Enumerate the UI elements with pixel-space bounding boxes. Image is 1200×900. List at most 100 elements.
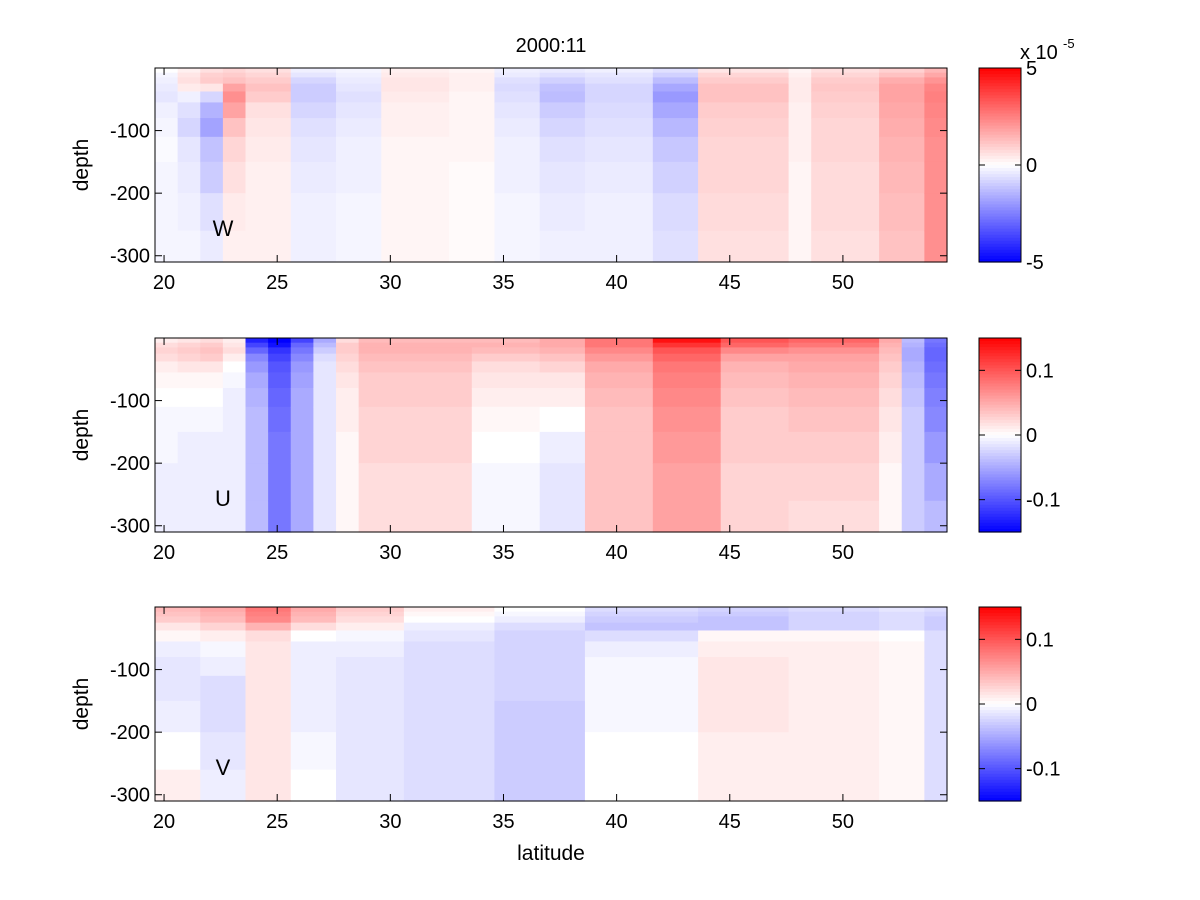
heatmap-cell [494, 622, 586, 632]
colorbar-segment [979, 649, 1021, 654]
colorbar-segment [979, 740, 1021, 745]
heatmap-cell [200, 611, 247, 617]
heatmap-cell [788, 118, 812, 138]
heatmap-cell [720, 353, 790, 363]
heatmap-cell [924, 463, 948, 502]
heatmap-cell [358, 372, 473, 389]
colorbar-segment [979, 350, 1021, 354]
heatmap-cell [924, 361, 948, 374]
heatmap-cell [449, 68, 496, 74]
colorbar: 0.1 0 -0.1 [978, 606, 1060, 802]
colorbar-segment [979, 165, 1021, 169]
heatmap-cell [901, 431, 925, 464]
colorbar-segment [979, 755, 1021, 760]
heatmap-cell [155, 338, 179, 344]
heatmap-cell [879, 616, 925, 624]
heatmap-cell [811, 230, 880, 263]
heatmap-cell [879, 342, 903, 348]
heatmap-cell [788, 361, 880, 374]
heatmap-cell [494, 83, 541, 93]
x-tick-label: 25 [266, 542, 288, 564]
heatmap-cell [336, 193, 382, 232]
heatmap-cell [584, 616, 699, 624]
colorbar-segment [979, 365, 1021, 369]
heatmap-cell [698, 230, 790, 263]
heatmap-cell [268, 347, 292, 355]
heatmap-cell [788, 347, 880, 355]
colorbar-segment [979, 119, 1021, 124]
heatmap-cell [177, 361, 201, 374]
heatmap-cell [584, 630, 699, 643]
heatmap-cell [222, 431, 247, 464]
heatmap-cell [879, 68, 925, 74]
heatmap-cell [155, 91, 179, 104]
colorbar-segment [979, 453, 1021, 457]
heatmap-cell [222, 118, 247, 138]
colorbar-segment [979, 86, 1021, 90]
colorbar-segment [979, 368, 1021, 372]
heatmap-cell [155, 500, 179, 533]
y-tick-label: -100 [110, 660, 150, 682]
colorbar-segment [979, 186, 1021, 190]
heatmap-cell [584, 102, 654, 119]
heatmap-cell [584, 72, 654, 78]
colorbar-segment [979, 652, 1021, 657]
colorbar-segment [979, 246, 1021, 251]
x-tick-label: 30 [379, 272, 401, 294]
heatmap-cell [155, 463, 179, 502]
heatmap-cell [245, 102, 292, 119]
heatmap-cell [924, 136, 948, 163]
heatmap-cell [155, 102, 179, 119]
y-axis-label: depth [70, 139, 93, 192]
heatmap-cell [403, 616, 496, 624]
colorbar-segment [979, 401, 1021, 406]
heatmap-cell [584, 68, 654, 74]
colorbar-segment [979, 791, 1021, 796]
colorbar-segment [979, 679, 1021, 684]
heatmap-cell [652, 91, 699, 104]
heatmap-cell [222, 83, 247, 93]
heatmap-cell [698, 118, 790, 138]
heatmap-cell [358, 338, 473, 344]
heatmap-cell [879, 630, 925, 643]
heatmap-cell [539, 347, 586, 355]
colorbar-segment [979, 356, 1021, 360]
heatmap-cell [652, 77, 699, 85]
heatmap-cell [336, 77, 382, 85]
heatmap-cell [879, 372, 903, 389]
colorbar-tick-label: 0.1 [1026, 360, 1054, 382]
heatmap-cell [245, 193, 292, 232]
heatmap-cell [584, 342, 654, 348]
heatmap-cell [449, 72, 496, 78]
heatmap-cell [788, 622, 880, 632]
heatmap-cell [788, 136, 812, 163]
colorbar-segment [979, 122, 1021, 127]
y-tick-label: -200 [110, 453, 150, 475]
heatmap-cell [313, 500, 337, 533]
heatmap-cell [924, 77, 948, 85]
heatmap-cell [200, 431, 224, 464]
heatmap-cell [200, 77, 224, 85]
heatmap-cell [222, 406, 247, 433]
heatmap-cell [652, 72, 699, 78]
heatmap-cell [313, 342, 337, 348]
colorbar-segment [979, 338, 1021, 342]
heatmap-cell [336, 372, 360, 389]
heatmap-cell [245, 500, 269, 533]
x-tick-label: 20 [153, 272, 175, 294]
heatmap-cell [200, 338, 224, 344]
heatmap-cell [924, 641, 948, 658]
heatmap-cell [336, 136, 382, 163]
colorbar-segment [979, 713, 1021, 717]
heatmap-cell [268, 372, 292, 389]
heatmap-cell [879, 732, 925, 771]
colorbar-segment [979, 731, 1021, 735]
heatmap-cell [924, 161, 948, 194]
heatmap-cell [539, 83, 586, 93]
heatmap-cell [290, 342, 314, 348]
heatmap-cell [879, 431, 903, 464]
heatmap-cell [584, 500, 654, 533]
heatmap-cell [788, 91, 812, 104]
heatmap-cell [449, 193, 496, 232]
heatmap-cell [494, 732, 586, 771]
